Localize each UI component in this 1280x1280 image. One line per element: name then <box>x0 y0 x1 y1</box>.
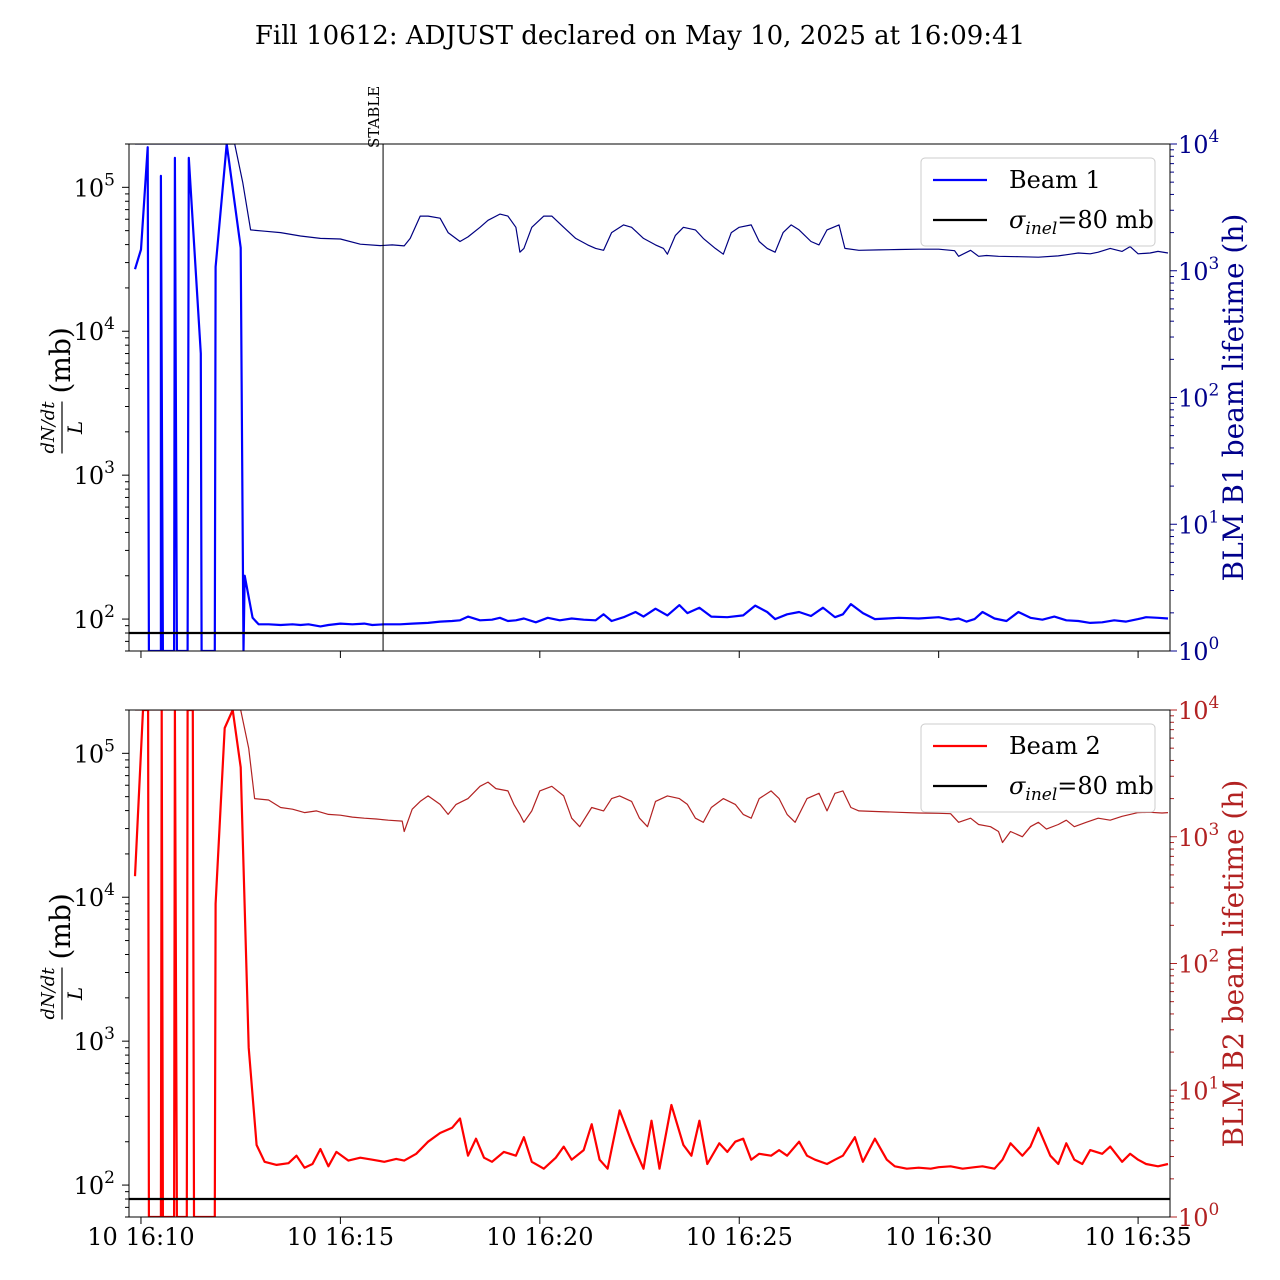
x-axis-tick-label: 10 16:15 <box>287 1223 394 1251</box>
x-axis-tick-label: 10 16:25 <box>686 1223 793 1251</box>
beam-1-line <box>133 144 1169 651</box>
left-axis-tick-label: 102 <box>74 602 115 634</box>
left-axis-tick-label: 104 <box>74 314 115 346</box>
left-axis-tick-label: 103 <box>74 458 115 490</box>
right-axis-tick-label: 102 <box>1178 947 1219 979</box>
left-axis-tick-label: 105 <box>74 736 115 768</box>
figure-title: Fill 10612: ADJUST declared on May 10, 2… <box>255 21 1025 51</box>
svg-text:L: L <box>63 421 87 435</box>
left-y-axis-label: dN/dt L (mb) <box>38 893 87 1019</box>
top-panel: 102 103 104 105 100 101 102 103 104 STABLE dN/dt L (… <box>38 86 1250 666</box>
right-axis-tick-label: 101 <box>1178 507 1219 539</box>
legend-label-sigma: σinel=80 mb <box>1009 772 1154 805</box>
right-axis-tick-label: 101 <box>1178 1073 1219 1105</box>
svg-text:dN/dt: dN/dt <box>38 401 59 454</box>
left-axis-tick-label: 102 <box>74 1168 115 1200</box>
legend-label-beam: Beam 2 <box>1009 732 1101 760</box>
left-axis-tick-label: 105 <box>74 170 115 202</box>
left-y-axis-label: dN/dt L (mb) <box>38 327 87 453</box>
right-axis-tick-label: 100 <box>1178 1200 1219 1232</box>
right-axis-tick-label: 103 <box>1178 820 1219 852</box>
left-axis-tick-label: 103 <box>74 1024 115 1056</box>
x-axis-tick-label: 10 16:35 <box>1084 1223 1191 1251</box>
right-axis-tick-label: 103 <box>1178 254 1219 286</box>
left-axis-tick-label: 104 <box>74 880 115 912</box>
plot-frame <box>128 143 1171 652</box>
svg-text:L: L <box>63 987 87 1001</box>
right-y-axis-label: BLM B2 beam lifetime (h) <box>1217 780 1250 1148</box>
right-axis-tick-label: 102 <box>1178 381 1219 413</box>
x-axis-tick-label: 10 16:10 <box>87 1223 194 1251</box>
blm-b2-beam-lifetime-line <box>135 710 1169 844</box>
beam-2-line <box>133 710 1169 1217</box>
bottom-panel: 102 103 104 105 100 101 102 103 104 10 16:10 10 16… <box>38 693 1250 1251</box>
x-axis-tick-label: 10 16:20 <box>486 1223 593 1251</box>
legend: Beam 1 σinel=80 mb <box>920 157 1156 247</box>
blm-b1-beam-lifetime-line <box>135 144 1169 258</box>
plot-frame <box>128 709 1171 1218</box>
svg-text:(mb): (mb) <box>44 893 77 959</box>
right-y-axis-label: BLM B1 beam lifetime (h) <box>1217 214 1250 582</box>
svg-text:(mb): (mb) <box>44 327 77 393</box>
legend: Beam 2 σinel=80 mb <box>920 723 1156 813</box>
legend-label-beam: Beam 1 <box>1009 166 1101 194</box>
right-axis-tick-label: 104 <box>1178 127 1219 159</box>
legend-label-sigma: σinel=80 mb <box>1009 206 1154 239</box>
svg-text:dN/dt: dN/dt <box>38 967 59 1020</box>
right-axis-tick-label: 100 <box>1178 634 1219 666</box>
x-axis-tick-label: 10 16:30 <box>885 1223 992 1251</box>
right-axis-tick-label: 104 <box>1178 693 1219 725</box>
stable-marker-label: STABLE <box>365 86 383 148</box>
